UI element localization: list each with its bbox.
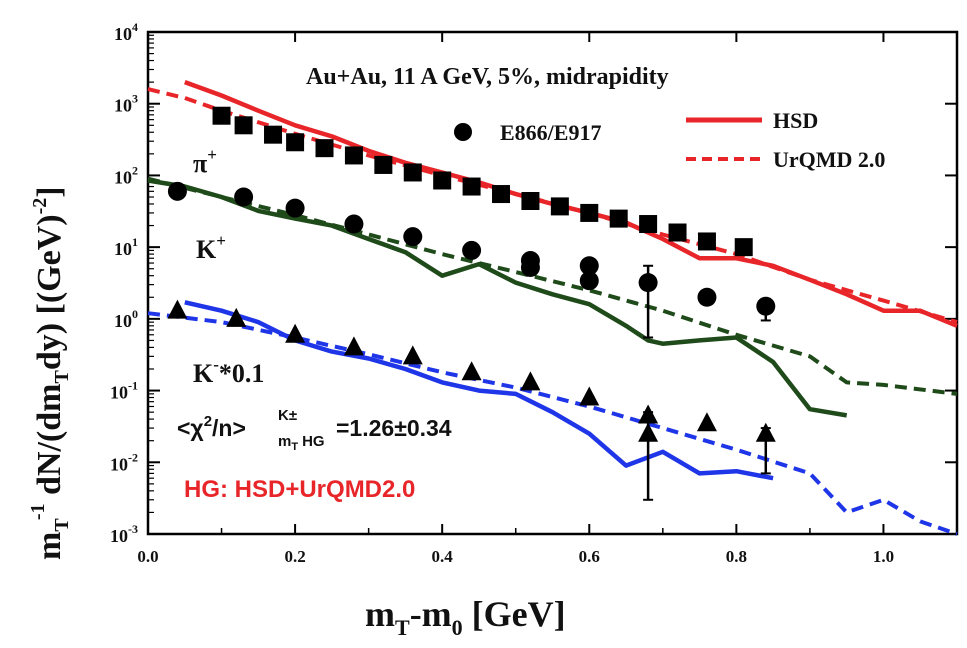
k-minus-data-point [755, 422, 776, 442]
pi-plus-data-point [374, 155, 393, 174]
legend-urqmd-label: UrQMD 2.0 [773, 147, 885, 172]
k-plus-data-point [579, 256, 599, 276]
y-axis-label: mT-1 dN/(dmTdy) [(GeV)-2] [27, 186, 73, 560]
k-minus-data-point [402, 345, 423, 365]
legend-data-label: E866/E917 [500, 120, 601, 145]
y-tick-label: 100 [114, 307, 138, 331]
pi-plus-data-point [212, 106, 231, 125]
pi-plus-data-point [734, 238, 753, 257]
k-minus-data-point [167, 299, 188, 319]
pi-plus-data-point [286, 133, 305, 152]
x-tick-label: 0.4 [432, 547, 454, 566]
k-minus-data-point [226, 307, 247, 327]
svg-text:<χ2/n>: <χ2/n> [177, 413, 246, 441]
legend-hsd-label: HSD [773, 108, 818, 133]
pi-plus-data-point [639, 215, 658, 234]
k-minus-data-point [461, 361, 482, 381]
y-tick-label: 101 [114, 235, 138, 259]
pi-plus-data-point [234, 116, 253, 135]
k-plus-data-point [520, 258, 540, 278]
chi2-annotation: <χ2/n> K± mT HG =1.26±0.34 [177, 407, 452, 453]
y-tick-label: 102 [114, 163, 138, 187]
k-plus-data-point [167, 181, 187, 201]
chart-title: Au+Au, 11 A GeV, 5%, midrapidity [306, 64, 669, 90]
k-plus-data-point [285, 198, 305, 218]
k-minus-data-point [343, 336, 364, 356]
pi-plus-data-point [462, 177, 481, 196]
y-tick-label: 103 [114, 92, 138, 116]
k-minus-data-point [696, 412, 717, 432]
pi-plus-data-point [344, 146, 363, 165]
data-markers [167, 106, 776, 501]
svg-text:mT-1 dN/(dmTdy) [(GeV)-2]: mT-1 dN/(dmTdy) [(GeV)-2] [27, 186, 73, 560]
hg-annotation: HG: HSD+UrQMD2.0 [184, 476, 415, 503]
pi-plus-data-point [264, 125, 283, 144]
curve-kminus_urqmd [147, 311, 958, 536]
x-tick-label: 0.2 [284, 547, 305, 566]
legend-data-marker [454, 123, 472, 141]
pi-plus-data-point [403, 163, 422, 182]
plot-frame [146, 30, 959, 536]
pi-plus-data-point [492, 185, 511, 204]
x-tick-label: 1.0 [873, 547, 894, 566]
k-minus-data-point [638, 404, 659, 424]
label-pi-plus: π+ [193, 145, 217, 178]
label-k-minus: K-*0.1 [193, 355, 264, 388]
pi-plus-data-point [580, 203, 599, 222]
k-minus-data-point [285, 323, 306, 343]
pi-plus-data-point [433, 171, 452, 190]
k-plus-data-point [462, 240, 482, 260]
x-tick-label: 0.6 [579, 547, 600, 566]
curve-kplus_urqmd [147, 176, 958, 396]
y-tick-label: 10-2 [110, 450, 138, 474]
pi-plus-data-point [697, 232, 716, 251]
k-minus-data-point [520, 371, 541, 391]
k-plus-data-point [756, 296, 776, 316]
curve-kminus_hsd [184, 300, 774, 481]
k-minus-data-point [638, 422, 659, 442]
k-plus-data-point [579, 271, 599, 291]
label-k-plus: K+ [196, 231, 226, 264]
curve-kplus_hsd [147, 178, 848, 418]
k-minus-data-point [579, 386, 600, 406]
legend: E866/E917 HSD UrQMD 2.0 [454, 108, 885, 172]
k-plus-data-point [344, 214, 364, 234]
pi-plus-data-point [668, 223, 687, 242]
x-tick-label: 0.0 [137, 547, 158, 566]
svg-text:=1.26±0.34: =1.26±0.34 [336, 415, 452, 441]
k-plus-data-point [403, 227, 423, 247]
svg-text:K±: K± [278, 407, 297, 424]
x-tick-label: 0.8 [726, 547, 747, 566]
x-axis-label: mT-m0 [GeV] [365, 594, 566, 640]
y-tick-label: 104 [114, 20, 138, 44]
y-tick-label: 10-3 [110, 522, 138, 546]
pi-plus-data-point [550, 197, 569, 216]
pi-plus-data-point [609, 209, 628, 228]
k-plus-data-point [234, 187, 254, 207]
y-tick-label: 10-1 [110, 379, 138, 403]
k-plus-data-point [697, 287, 717, 307]
axes-layer: 0.0 0.2 0.4 0.6 0.8 1.0 10-3 10-2 10-1 100 101 102 1… [110, 20, 959, 566]
k-plus-data-point [638, 273, 658, 293]
pi-plus-data-point [521, 191, 540, 210]
pi-plus-data-point [315, 139, 334, 158]
